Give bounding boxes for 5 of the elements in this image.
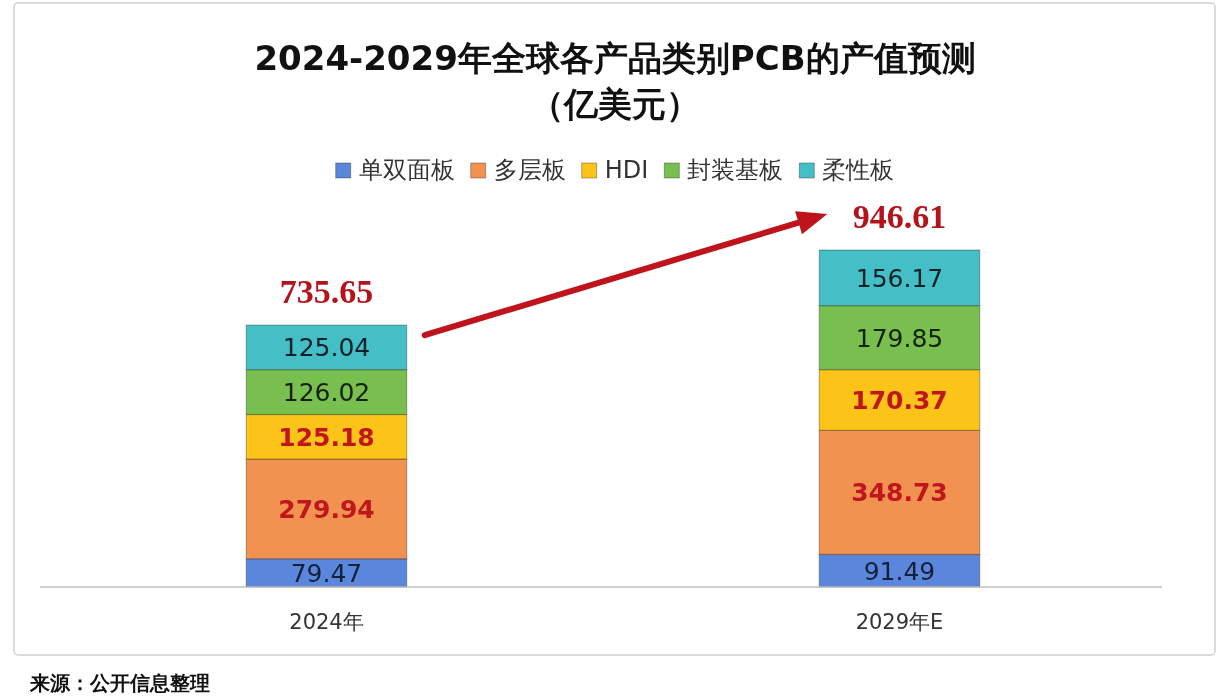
title: 2024-2029年全球各产品类别PCB的产值预测: [254, 38, 976, 78]
annotation: 来源：公开信息整理: [30, 671, 210, 695]
total: 946.61: [852, 198, 947, 235]
total: 735.65: [279, 273, 374, 311]
subtitle: （亿美元）: [530, 84, 700, 124]
